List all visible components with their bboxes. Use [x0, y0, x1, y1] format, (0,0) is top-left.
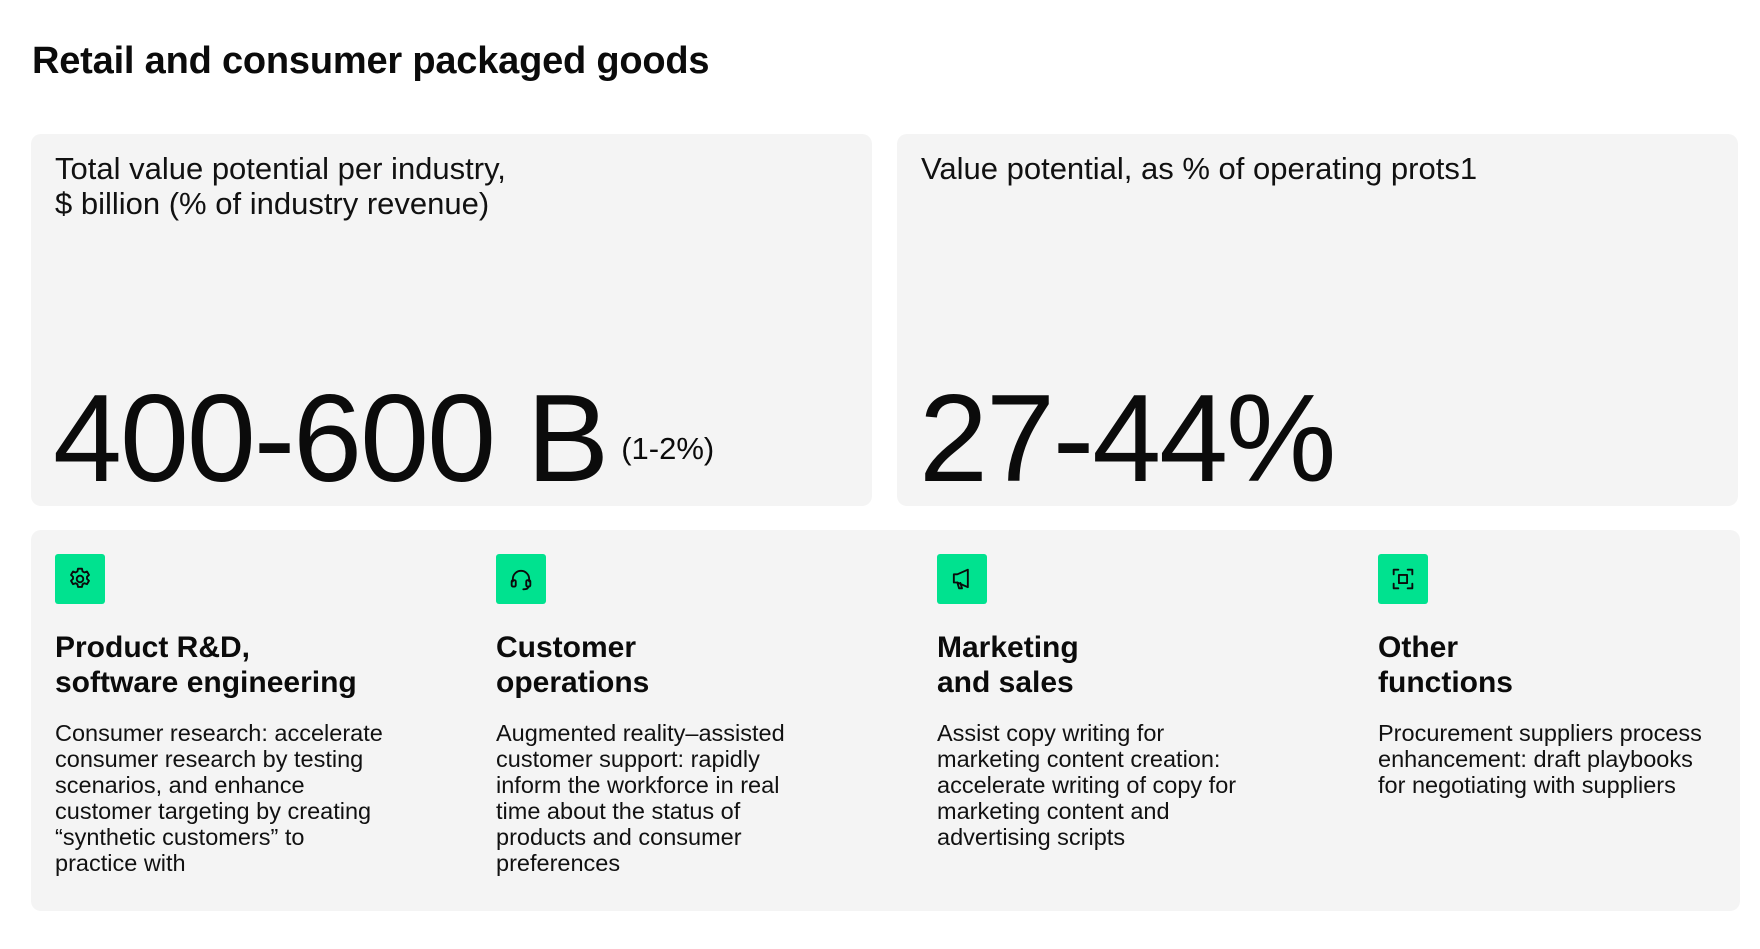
function-customer-operations: Customer operations Augmented reality–as…	[496, 554, 916, 876]
operating-profit-figure: 27-44%	[919, 370, 1336, 508]
function-description: Augmented reality–assisted customer supp…	[496, 720, 785, 876]
operating-profit-card: Value potential, as % of operating prots…	[897, 134, 1738, 506]
headset-icon	[496, 554, 546, 604]
frame-icon	[1378, 554, 1428, 604]
function-description: Procurement suppliers process enhancemen…	[1378, 720, 1702, 798]
megaphone-icon	[937, 554, 987, 604]
function-title: Other functions	[1378, 631, 1513, 699]
functions-card: Product R&D, software engineering Consum…	[31, 530, 1740, 911]
function-marketing-sales: Marketing and sales Assist copy writing …	[937, 554, 1357, 850]
function-other: Other functions Procurement suppliers pr…	[1378, 554, 1760, 798]
function-description: Assist copy writing for marketing conten…	[937, 720, 1237, 850]
total-value-figure: 400-600 B (1-2%)	[53, 374, 714, 504]
total-value-card: Total value potential per industry, $ bi…	[31, 134, 872, 506]
function-description: Consumer research: accelerate consumer r…	[55, 720, 383, 876]
total-value-label: Total value potential per industry, $ bi…	[55, 151, 506, 221]
total-value-amount: 400-600 B	[53, 370, 609, 508]
operating-profit-label: Value potential, as % of operating prots…	[921, 151, 1478, 186]
function-product-rd: Product R&D, software engineering Consum…	[55, 554, 475, 876]
function-title: Customer operations	[496, 631, 650, 699]
page-title: Retail and consumer packaged goods	[32, 40, 710, 82]
gear-icon	[55, 554, 105, 604]
revenue-share-note: (1-2%)	[621, 431, 715, 466]
function-title: Marketing and sales	[937, 631, 1079, 699]
function-title: Product R&D, software engineering	[55, 631, 357, 699]
